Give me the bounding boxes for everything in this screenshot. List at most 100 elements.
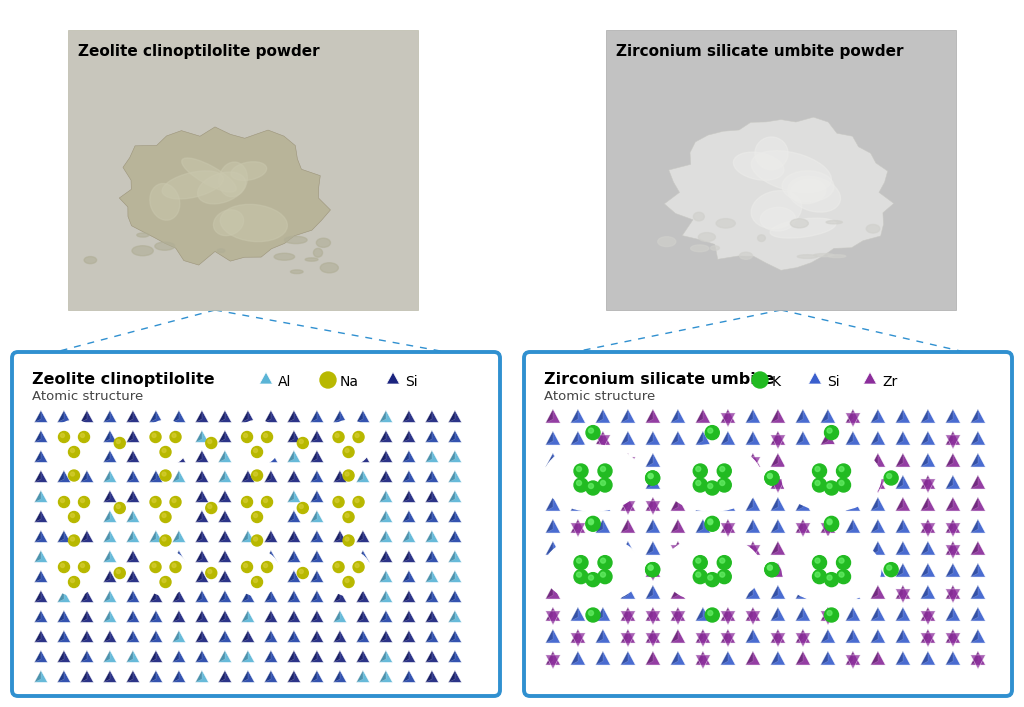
- Polygon shape: [645, 585, 660, 599]
- Polygon shape: [402, 510, 416, 522]
- Ellipse shape: [198, 172, 246, 204]
- Polygon shape: [310, 631, 317, 643]
- Circle shape: [252, 447, 262, 457]
- Polygon shape: [820, 519, 828, 533]
- Polygon shape: [35, 650, 47, 662]
- Circle shape: [297, 568, 308, 578]
- Polygon shape: [310, 650, 324, 662]
- Polygon shape: [356, 631, 362, 643]
- Circle shape: [69, 535, 80, 546]
- Circle shape: [706, 516, 719, 530]
- Polygon shape: [721, 651, 728, 665]
- Ellipse shape: [285, 236, 307, 244]
- Polygon shape: [971, 651, 978, 665]
- Polygon shape: [196, 571, 202, 583]
- Polygon shape: [288, 510, 294, 522]
- Polygon shape: [721, 633, 735, 647]
- Ellipse shape: [230, 162, 266, 180]
- Polygon shape: [945, 651, 961, 665]
- Polygon shape: [546, 541, 560, 555]
- Polygon shape: [896, 585, 903, 599]
- Polygon shape: [896, 409, 903, 423]
- Polygon shape: [695, 497, 703, 511]
- Polygon shape: [621, 409, 636, 423]
- Polygon shape: [310, 670, 317, 682]
- Circle shape: [600, 467, 605, 472]
- Circle shape: [884, 563, 898, 577]
- Circle shape: [887, 565, 892, 570]
- Ellipse shape: [316, 238, 331, 247]
- Polygon shape: [449, 470, 455, 482]
- Polygon shape: [150, 590, 156, 602]
- Polygon shape: [425, 431, 438, 443]
- Circle shape: [589, 428, 594, 433]
- Polygon shape: [645, 563, 660, 577]
- Polygon shape: [264, 670, 278, 682]
- Polygon shape: [645, 409, 653, 423]
- Polygon shape: [971, 431, 978, 445]
- Polygon shape: [150, 631, 163, 643]
- Polygon shape: [870, 431, 878, 445]
- Polygon shape: [310, 410, 324, 422]
- Circle shape: [326, 421, 371, 466]
- Polygon shape: [671, 629, 678, 643]
- Polygon shape: [380, 450, 386, 462]
- Polygon shape: [870, 519, 886, 533]
- Circle shape: [335, 563, 339, 568]
- Polygon shape: [596, 629, 610, 643]
- Circle shape: [577, 572, 582, 577]
- Polygon shape: [310, 510, 317, 522]
- Ellipse shape: [716, 218, 735, 228]
- Polygon shape: [242, 631, 248, 643]
- Polygon shape: [402, 490, 409, 503]
- Polygon shape: [770, 629, 778, 643]
- Polygon shape: [621, 541, 636, 555]
- Circle shape: [69, 576, 80, 588]
- Polygon shape: [570, 607, 578, 621]
- Circle shape: [720, 467, 725, 472]
- Polygon shape: [921, 585, 936, 599]
- Polygon shape: [870, 475, 878, 489]
- Polygon shape: [172, 450, 185, 462]
- Polygon shape: [921, 651, 936, 665]
- Polygon shape: [846, 607, 853, 621]
- Polygon shape: [150, 670, 163, 682]
- Polygon shape: [35, 670, 41, 682]
- Circle shape: [648, 565, 653, 570]
- Polygon shape: [380, 510, 386, 522]
- Polygon shape: [172, 610, 185, 622]
- Polygon shape: [745, 611, 761, 625]
- Polygon shape: [126, 631, 139, 643]
- Polygon shape: [745, 453, 761, 467]
- Circle shape: [170, 561, 181, 573]
- Polygon shape: [57, 610, 63, 622]
- Polygon shape: [288, 650, 301, 662]
- Circle shape: [827, 575, 833, 580]
- Circle shape: [234, 486, 280, 531]
- Polygon shape: [645, 519, 660, 533]
- Polygon shape: [356, 470, 362, 482]
- Polygon shape: [870, 519, 878, 533]
- Polygon shape: [126, 470, 139, 482]
- Polygon shape: [570, 497, 586, 511]
- Polygon shape: [334, 530, 346, 542]
- Ellipse shape: [739, 252, 753, 259]
- Polygon shape: [150, 470, 163, 482]
- Polygon shape: [570, 431, 578, 445]
- Circle shape: [645, 471, 659, 485]
- Polygon shape: [820, 523, 836, 537]
- Polygon shape: [35, 550, 41, 562]
- Polygon shape: [126, 490, 133, 503]
- Polygon shape: [671, 611, 685, 625]
- FancyBboxPatch shape: [12, 352, 500, 696]
- Polygon shape: [196, 490, 202, 503]
- Polygon shape: [796, 523, 810, 537]
- Circle shape: [58, 496, 70, 508]
- Polygon shape: [695, 651, 703, 665]
- Circle shape: [58, 431, 70, 443]
- Polygon shape: [863, 372, 877, 384]
- Polygon shape: [150, 631, 156, 643]
- Polygon shape: [380, 670, 386, 682]
- Polygon shape: [126, 470, 133, 482]
- Polygon shape: [645, 633, 660, 647]
